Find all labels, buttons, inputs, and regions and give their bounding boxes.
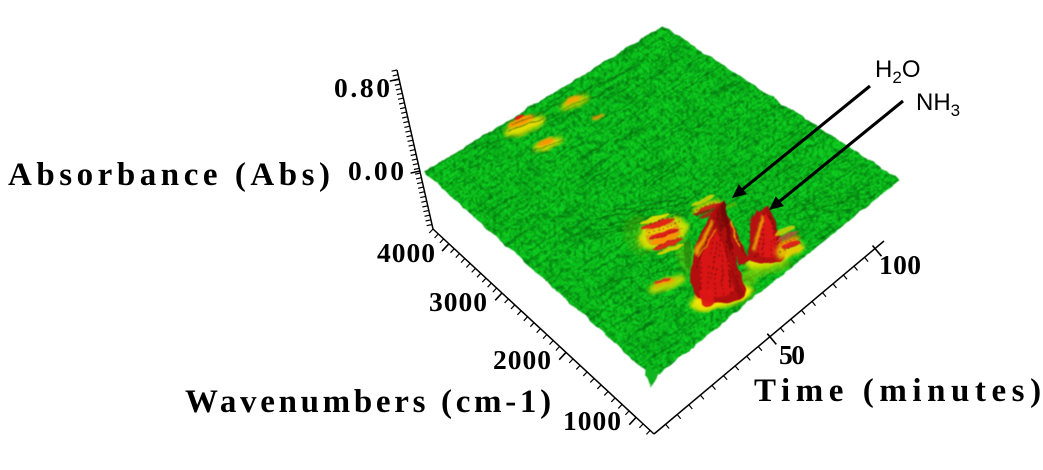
svg-text:NH3: NH3 [916, 89, 960, 120]
svg-text:Absorbance (Abs): Absorbance (Abs) [8, 157, 335, 193]
svg-text:0.80: 0.80 [334, 72, 393, 103]
svg-text:Wavenumbers (cm-1): Wavenumbers (cm-1) [185, 384, 555, 420]
svg-text:Time (minutes): Time (minutes) [754, 373, 1043, 409]
svg-text:100: 100 [879, 249, 921, 280]
svg-text:3000: 3000 [429, 286, 488, 317]
svg-text:2000: 2000 [493, 344, 552, 375]
svg-text:0.00: 0.00 [348, 155, 407, 186]
svg-text:H2O: H2O [875, 56, 920, 87]
svg-text:50: 50 [779, 339, 804, 370]
svg-text:1000: 1000 [563, 405, 622, 436]
svg-text:4000: 4000 [377, 237, 436, 268]
